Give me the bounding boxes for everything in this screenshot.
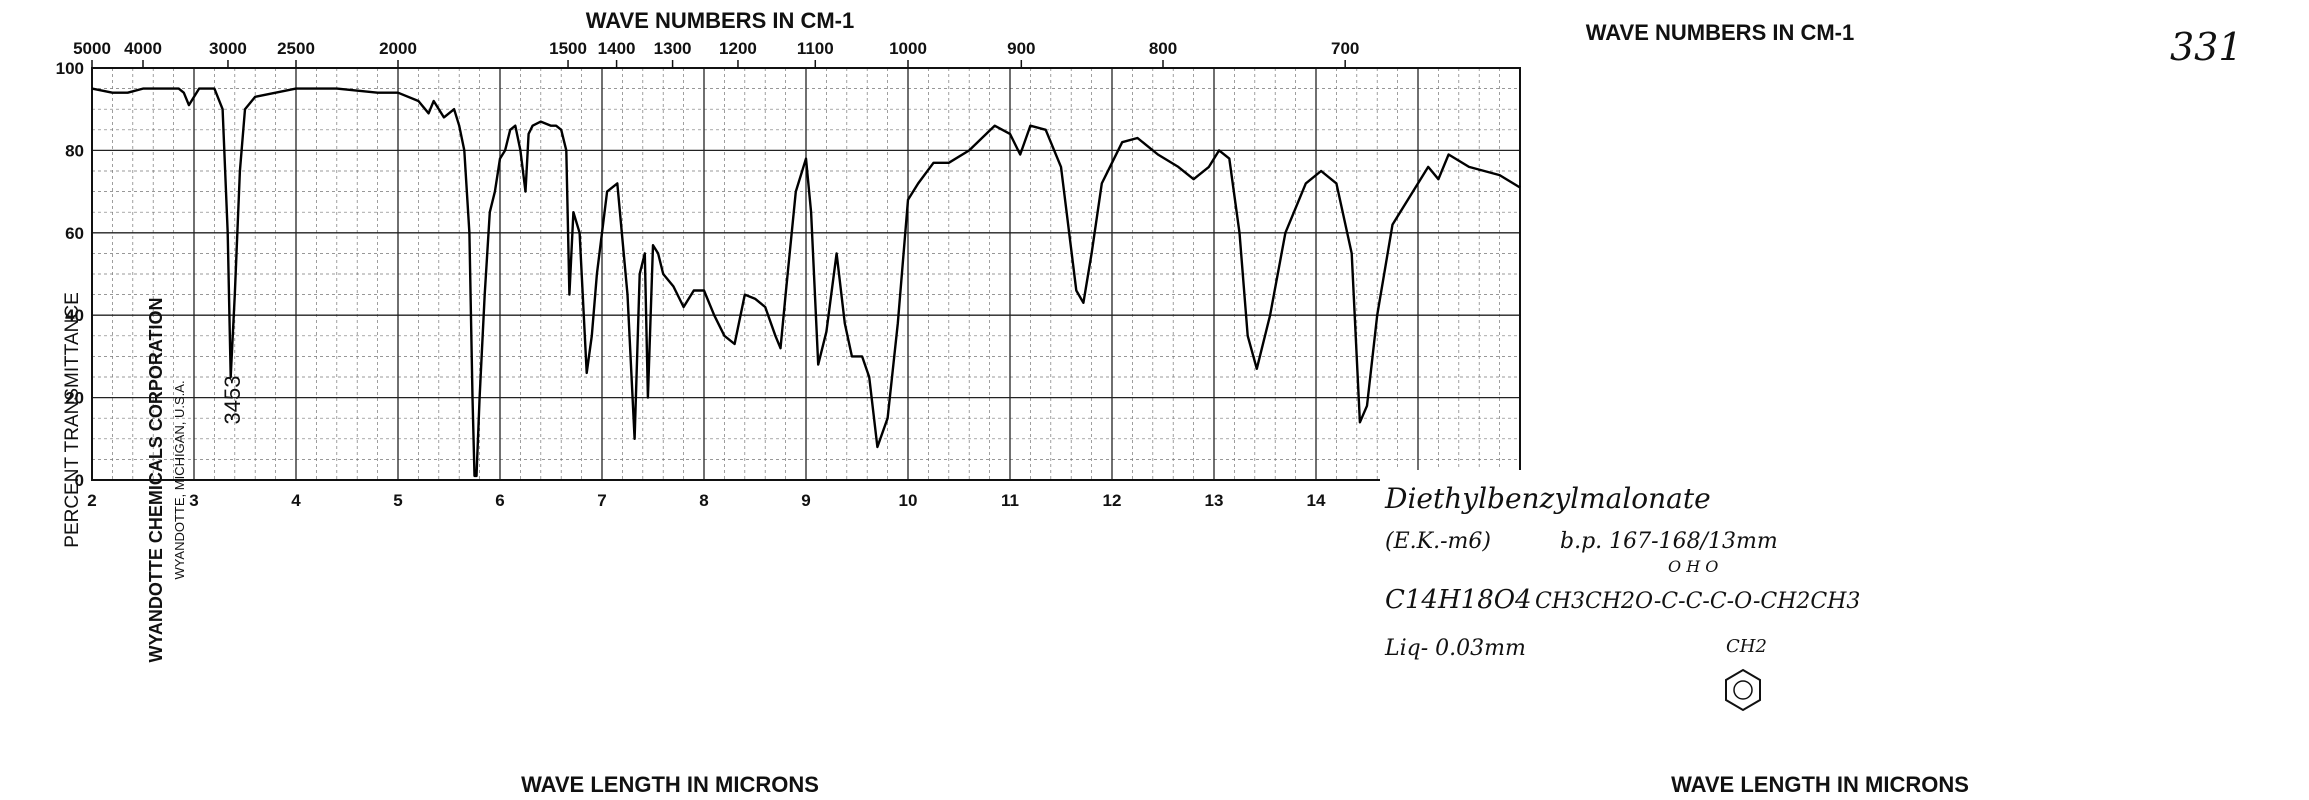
y-tick-label: 40 xyxy=(65,306,84,325)
benzene-ring-icon xyxy=(1725,668,1761,712)
compound-source: (E.K.-m6) xyxy=(1385,529,1491,554)
top-tick-label: 2500 xyxy=(277,39,315,58)
x-tick-labels: 23456789101112131415 xyxy=(87,491,1427,510)
x-tick-label: 14 xyxy=(1307,491,1326,510)
x-tick-label: 12 xyxy=(1103,491,1122,510)
x-axis-label-right: WAVE LENGTH IN MICRONS xyxy=(1671,772,1969,797)
molecular-formula: C14H18O4 xyxy=(1385,585,1532,615)
y-tick-label: 60 xyxy=(65,224,84,243)
top-axis-label-right: WAVE NUMBERS IN CM-1 xyxy=(1586,20,1855,45)
boiling-point: b.p. 167-168/13mm xyxy=(1560,529,1778,554)
top-tick-label: 700 xyxy=(1331,39,1359,58)
top-wavenumber-labels: 5000 4000 3000 2500 2000 1500 1400 1300 1200 1100… xyxy=(73,39,1359,68)
x-tick-label: 4 xyxy=(291,491,301,510)
structure-oxygens: O H O xyxy=(1668,557,1718,576)
top-tick-label: 1400 xyxy=(598,39,636,58)
x-tick-label: 11 xyxy=(1001,491,1019,510)
x-tick-label: 5 xyxy=(393,491,402,510)
x-axis-label-left: WAVE LENGTH IN MICRONS xyxy=(521,772,819,797)
top-tick-label: 800 xyxy=(1149,39,1177,58)
top-tick-label: 900 xyxy=(1007,39,1035,58)
x-tick-label: 3 xyxy=(189,491,198,510)
top-tick-label: 1200 xyxy=(719,39,757,58)
x-tick-label: 8 xyxy=(699,491,708,510)
maker-name: WYANDOTTE CHEMICALS CORPORATION xyxy=(146,297,166,662)
y-tick-label: 20 xyxy=(65,389,84,408)
x-tick-label: 6 xyxy=(495,491,504,510)
compound-name: Diethylbenzylmalonate xyxy=(1384,482,1711,515)
sample-number: 331 xyxy=(2170,25,2243,69)
structure-branch: CH2 xyxy=(1726,636,1767,657)
liquid-thickness: Liq- 0.03mm xyxy=(1384,636,1526,661)
annotation-panel xyxy=(1380,470,1900,740)
y-tick-labels: 0 20 40 60 80 100 xyxy=(56,59,84,490)
y-axis-label: PERCENT TRANSMITTANCE xyxy=(62,292,83,547)
structure-formula: CH3CH2O-C-C-C-O-CH2CH3 xyxy=(1535,589,1860,614)
benzene-ring-inner-icon xyxy=(1733,680,1753,700)
spectrum-line xyxy=(91,87,1521,478)
x-tick-label: 2 xyxy=(87,491,96,510)
top-tick-label: 5000 xyxy=(73,39,111,58)
top-tick-label: 3000 xyxy=(209,39,247,58)
top-tick-label: 1100 xyxy=(797,39,834,58)
x-tick-label: 9 xyxy=(801,491,810,510)
top-tick-label: 2000 xyxy=(379,39,417,58)
y-tick-label: 100 xyxy=(56,59,84,78)
top-axis-label-left: WAVE NUMBERS IN CM-1 xyxy=(586,8,855,33)
y-tick-label: 0 xyxy=(75,471,84,490)
top-tick-label: 1300 xyxy=(654,39,692,58)
maker-location: WYANDOTTE, MICHIGAN, U.S.A. xyxy=(172,380,187,579)
x-tick-label: 7 xyxy=(597,491,606,510)
top-tick-label: 1500 xyxy=(549,39,587,58)
plot-frame xyxy=(91,67,1521,481)
top-tick-label: 1000 xyxy=(889,39,927,58)
top-tick-label: 4000 xyxy=(124,39,162,58)
x-tick-label: 13 xyxy=(1205,491,1224,510)
y-tick-label: 80 xyxy=(65,141,84,160)
x-tick-label: 10 xyxy=(899,491,918,510)
chart-number: 3453 xyxy=(220,376,245,425)
